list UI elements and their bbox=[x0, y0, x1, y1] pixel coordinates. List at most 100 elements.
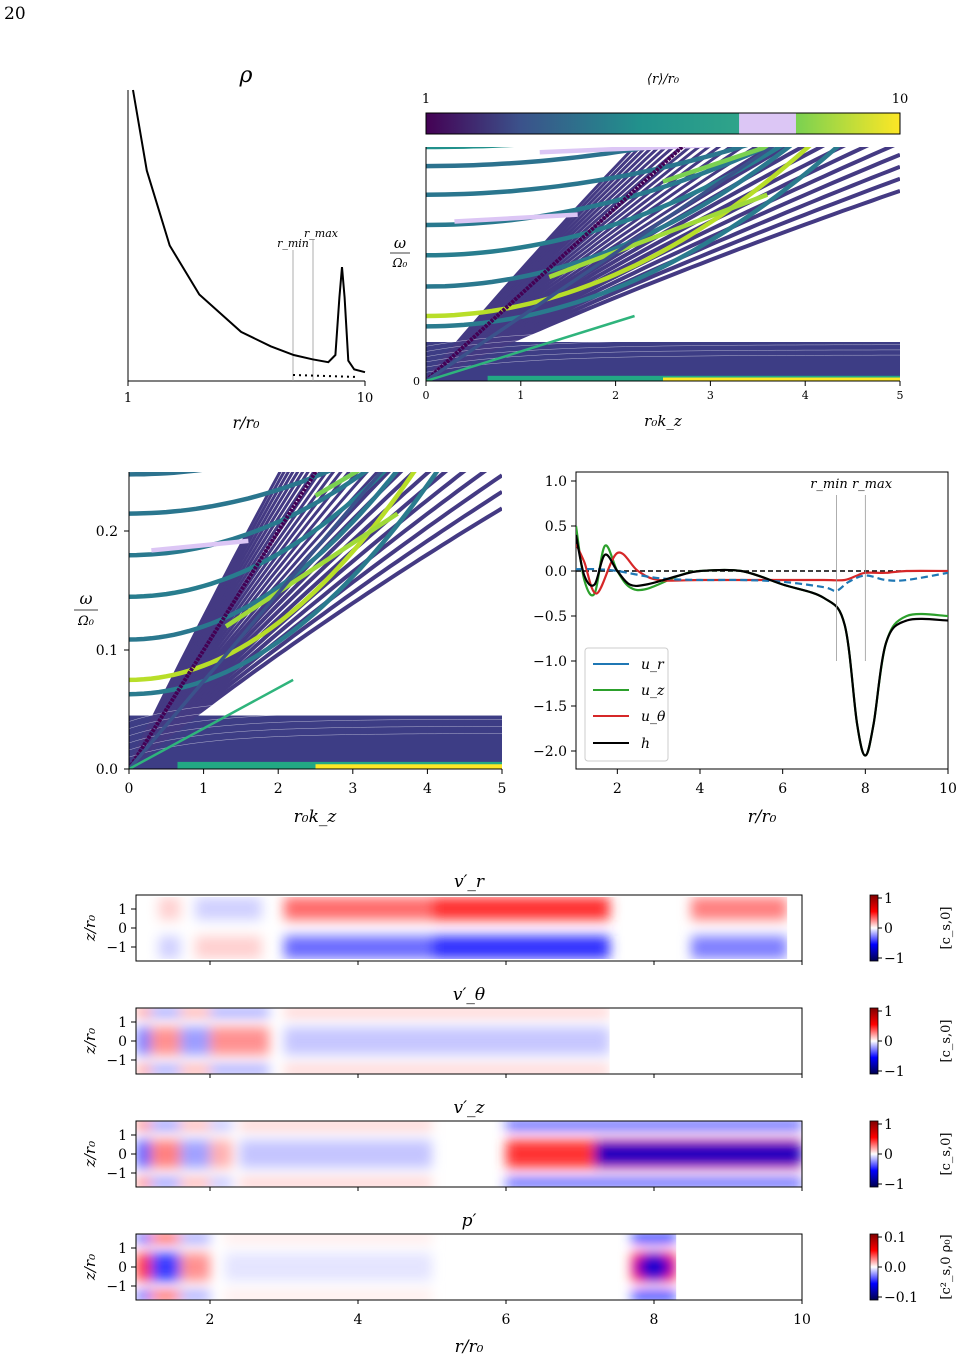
map-lobe bbox=[151, 1066, 181, 1074]
map-lobe bbox=[158, 936, 180, 959]
map-colorbar bbox=[869, 1233, 879, 1301]
dzoom-xtick: 3 bbox=[348, 781, 357, 797]
map-panel-0: v′_r 1 0 −1 z/r₀ 1 0 −1 [c_s,0] bbox=[81, 872, 954, 967]
map-lobe bbox=[136, 1027, 151, 1055]
map-lobe bbox=[136, 1253, 151, 1281]
map-lobe bbox=[284, 1027, 610, 1055]
map-ytick: 1 bbox=[118, 1241, 127, 1257]
colorbar-max: 10 bbox=[892, 92, 909, 107]
dzoom-branch bbox=[129, 472, 316, 768]
dtop-branch bbox=[426, 147, 643, 381]
map-lobe bbox=[195, 936, 262, 959]
map-ytick: −1 bbox=[106, 1279, 127, 1295]
dtop-upper-branch bbox=[426, 147, 784, 258]
dzoom-ytick-2: 0.2 bbox=[96, 524, 118, 540]
dtop-sep-line bbox=[426, 334, 900, 352]
map-lobe bbox=[158, 897, 180, 920]
map-cb-tick: 0.0 bbox=[884, 1260, 906, 1276]
legend-label-uz: u_z bbox=[641, 683, 665, 699]
dtop-zero-band bbox=[663, 377, 900, 381]
map-lobe bbox=[225, 1292, 432, 1300]
dzoom-branch bbox=[129, 472, 488, 769]
map-ylabel: z/r₀ bbox=[81, 1254, 99, 1281]
dzoom-green-thin bbox=[129, 678, 294, 769]
map-lobe bbox=[636, 1254, 672, 1280]
dtop-xtick: 4 bbox=[802, 389, 809, 402]
map-cb-tick: −1 bbox=[884, 951, 905, 967]
map-lobe bbox=[432, 936, 610, 959]
map-cb-tick: 1 bbox=[884, 891, 893, 907]
map-cb-tick: −1 bbox=[884, 1177, 905, 1193]
dzoom-upper-branch bbox=[129, 472, 399, 642]
map-lobe bbox=[240, 1140, 432, 1168]
map-lobe bbox=[180, 1179, 210, 1187]
map-lobe bbox=[432, 897, 610, 920]
page-number: 20 bbox=[4, 4, 26, 24]
eigen-series-h bbox=[576, 534, 948, 757]
map-lobe bbox=[151, 1140, 181, 1168]
eigen-xlabel: r/r₀ bbox=[748, 807, 777, 827]
map-panel-2: v′_z 1 0 −1 z/r₀ 1 0 −1 [c_s,0] bbox=[81, 1098, 954, 1193]
rho-background-dotted bbox=[292, 374, 359, 378]
dzoom-branch bbox=[129, 472, 305, 768]
map-lobe bbox=[151, 1234, 181, 1242]
dtop-acoustic-branch bbox=[426, 147, 685, 381]
map-lobe bbox=[506, 1179, 802, 1187]
dzoom-upper-branch bbox=[129, 472, 387, 599]
dtop-green-thin bbox=[426, 314, 635, 381]
dtop-upper-branch bbox=[426, 147, 749, 197]
dzoom-ylabel-den: Ω₀ bbox=[77, 614, 95, 629]
dtop-xlabel: r₀k_z bbox=[644, 412, 682, 430]
map-lobe bbox=[210, 1179, 232, 1187]
map-cb-tick: 0.1 bbox=[884, 1230, 906, 1246]
eigen-xtick: 2 bbox=[613, 781, 622, 797]
map-xtick: 4 bbox=[354, 1312, 363, 1328]
map-lobe bbox=[180, 1292, 210, 1300]
map-xtick: 10 bbox=[793, 1312, 811, 1328]
rho-xtick-10: 10 bbox=[357, 391, 374, 406]
map-ytick: 1 bbox=[118, 1128, 127, 1144]
map-title: v′_θ bbox=[453, 985, 485, 1005]
dzoom-sep-line bbox=[129, 711, 502, 736]
rho-title: ρ bbox=[239, 63, 253, 88]
eigen-xtick: 10 bbox=[939, 781, 957, 797]
dzoom-green-branch bbox=[314, 472, 361, 498]
dzoom-dense-band bbox=[129, 715, 502, 769]
map-ytick: −1 bbox=[106, 1166, 127, 1182]
map-lobe bbox=[136, 936, 158, 959]
map-ylabel: z/r₀ bbox=[81, 1028, 99, 1055]
map-lobe bbox=[210, 1121, 232, 1129]
map-cb-tick: −1 bbox=[884, 1064, 905, 1080]
map-lobe bbox=[506, 1121, 802, 1129]
dtop-branch bbox=[426, 147, 669, 381]
dtop-lavender-seg bbox=[454, 212, 578, 224]
eigen-rmax-label: r_max bbox=[852, 477, 893, 492]
eigen-series-utheta bbox=[576, 543, 948, 595]
map-lobe bbox=[151, 1179, 181, 1187]
dtop-green-branch bbox=[662, 147, 773, 184]
legend-label-h: h bbox=[641, 736, 650, 752]
dzoom-green-branch bbox=[224, 511, 399, 629]
dtop-branch bbox=[426, 147, 676, 381]
dtop-ylabel-den: Ω₀ bbox=[392, 256, 408, 270]
rho-rmin-label: r_min bbox=[277, 237, 309, 250]
dzoom-branch bbox=[129, 472, 282, 768]
eigen-ytick: 0.5 bbox=[545, 519, 567, 535]
dtop-fan-edge bbox=[426, 147, 776, 381]
eigenfunction-panel: 1.0 0.5 0.0 −0.5 −1.0 −1.5 −2.0 2 4 6 8 10 r_min r_… bbox=[533, 471, 957, 827]
dzoom-ytick-0: 0.0 bbox=[96, 762, 118, 778]
dzoom-sep-line bbox=[129, 697, 502, 722]
dtop-upper-branch bbox=[426, 147, 793, 289]
eigen-ytick: 1.0 bbox=[545, 474, 567, 490]
dtop-green-branch bbox=[548, 192, 769, 280]
dzoom-sep-line bbox=[129, 719, 502, 744]
map-panel-1: v′_θ 1 0 −1 z/r₀ 1 0 −1 [c_s,0] bbox=[81, 985, 954, 1080]
dzoom-xtick: 2 bbox=[274, 781, 283, 797]
dtop-xtick: 2 bbox=[612, 389, 619, 402]
map-ylabel: z/r₀ bbox=[81, 1141, 99, 1168]
map-lobe bbox=[180, 1066, 210, 1074]
map-lobe bbox=[136, 1179, 151, 1187]
map-colorbar bbox=[869, 1120, 879, 1188]
map-lobe bbox=[240, 1121, 432, 1129]
eigen-rmin-label: r_min bbox=[810, 477, 848, 492]
